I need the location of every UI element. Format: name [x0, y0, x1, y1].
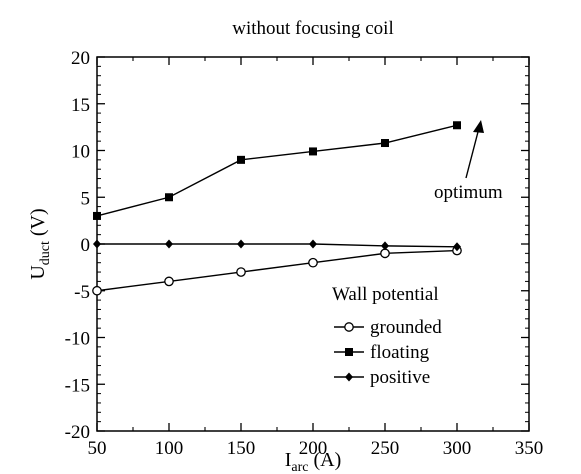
y-tick-label: 15 — [71, 95, 90, 116]
y-axis-label: Uduct (V) — [27, 208, 53, 279]
series-line-grounded — [96, 249, 458, 292]
data-point-grounded — [164, 276, 174, 287]
legend-marker-floating — [345, 348, 353, 356]
optimum-annotation: optimum — [434, 120, 503, 203]
y-tick-label: 10 — [71, 142, 90, 163]
x-tick-label: 150 — [227, 438, 256, 459]
y-tick-label: -20 — [65, 422, 90, 443]
axis-ticks — [96, 56, 530, 432]
legend: Wall potential grounded floating positive — [332, 284, 442, 388]
x-tick-label: 200 — [299, 438, 328, 459]
optimum-arrow-line — [465, 127, 480, 179]
legend-label-floating: floating — [370, 342, 430, 363]
chart-title: without focusing coil — [232, 18, 393, 39]
data-point-grounded — [308, 257, 318, 268]
data-point-positive — [237, 239, 245, 249]
x-tick-label: 50 — [88, 438, 107, 459]
series-lines — [96, 124, 458, 292]
data-point-floating — [165, 193, 173, 202]
x-axis-label: Iarc (A) — [285, 449, 342, 474]
data-point-positive — [165, 239, 173, 249]
y-tick-label: 5 — [81, 188, 91, 209]
optimum-label: optimum — [434, 182, 503, 203]
data-point-floating — [381, 139, 389, 148]
x-tick-label: 350 — [515, 438, 544, 459]
data-point-positive — [453, 242, 461, 252]
data-point-grounded — [92, 285, 102, 296]
optimum-arrow-head — [473, 120, 484, 133]
y-tick-label: 0 — [81, 235, 91, 256]
series-line-positive — [97, 243, 458, 248]
x-tick-label: 300 — [443, 438, 472, 459]
x-tick-label: 250 — [371, 438, 400, 459]
y-tick-label: -5 — [74, 282, 90, 303]
legend-label-positive: positive — [370, 367, 430, 388]
data-point-floating — [93, 211, 101, 220]
data-point-grounded — [380, 248, 390, 259]
data-point-positive — [93, 239, 101, 249]
y-tick-labels: -20 -15 -10 -5 0 5 10 15 20 — [65, 48, 90, 443]
legend-label-grounded: grounded — [370, 317, 442, 338]
y-tick-label: -15 — [65, 375, 90, 396]
legend-marker-positive — [345, 372, 353, 382]
series-line-floating — [96, 124, 458, 217]
data-point-positive — [309, 239, 317, 249]
data-point-grounded — [236, 267, 246, 277]
x-tick-labels: 50 100 150 200 250 300 350 — [88, 438, 544, 459]
y-tick-label: 20 — [71, 48, 90, 69]
legend-title: Wall potential — [332, 284, 439, 305]
data-point-floating — [309, 147, 317, 156]
y-tick-label: -10 — [65, 329, 90, 350]
legend-marker-grounded — [344, 322, 354, 332]
data-point-floating — [237, 155, 245, 164]
series-markers — [92, 121, 462, 296]
data-point-positive — [381, 241, 389, 251]
data-point-floating — [453, 121, 461, 130]
x-tick-label: 100 — [155, 438, 184, 459]
